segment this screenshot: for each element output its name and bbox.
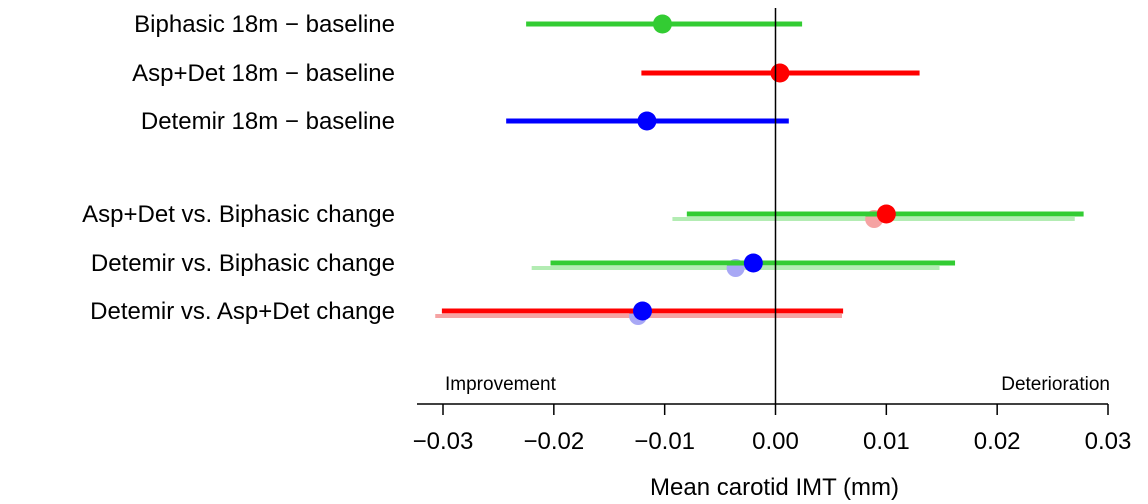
estimate-point [633, 301, 652, 321]
estimate-point [743, 253, 763, 273]
estimate-point [652, 14, 672, 34]
row-label: Biphasic 18m − baseline [134, 11, 395, 38]
row-label: Detemir 18m − baseline [141, 108, 395, 135]
row-label: Asp+Det 18m − baseline [132, 60, 395, 87]
x-tick-label: 0.00 [752, 428, 799, 455]
estimate-point [637, 111, 657, 131]
rows-layer: Biphasic 18m − baseline Asp+Det 18m − bas… [82, 11, 1084, 325]
x-axis-title: Mean carotid IMT (mm) [650, 474, 899, 501]
x-tick-label: −0.01 [634, 428, 695, 455]
estimate-point [876, 204, 896, 224]
x-tick-label: 0.03 [1085, 428, 1132, 455]
forest-row: Detemir vs. Asp+Det change [90, 298, 844, 325]
x-axis: −0.03 −0.02 −0.01 0.00 0.01 0.02 0.03 [413, 403, 1132, 455]
x-tick-label: 0.01 [863, 428, 910, 455]
x-tick-label: −0.03 [413, 428, 474, 455]
x-tick-label: 0.02 [974, 428, 1021, 455]
deterioration-annotation: Deterioration [1001, 374, 1110, 395]
row-label: Asp+Det vs. Biphasic change [82, 201, 395, 228]
row-label: Detemir vs. Asp+Det change [90, 298, 395, 325]
forest-row: Asp+Det vs. Biphasic change [82, 201, 1084, 228]
forest-row: Asp+Det 18m − baseline [132, 60, 920, 87]
improvement-annotation: Improvement [445, 374, 557, 395]
estimate-point [770, 63, 790, 83]
forest-row: Detemir 18m − baseline [141, 108, 789, 135]
x-tick-label: −0.02 [523, 428, 584, 455]
row-label: Detemir vs. Biphasic change [91, 250, 395, 277]
forest-row: Detemir vs. Biphasic change [91, 250, 956, 277]
forest-row: Biphasic 18m − baseline [134, 11, 803, 38]
